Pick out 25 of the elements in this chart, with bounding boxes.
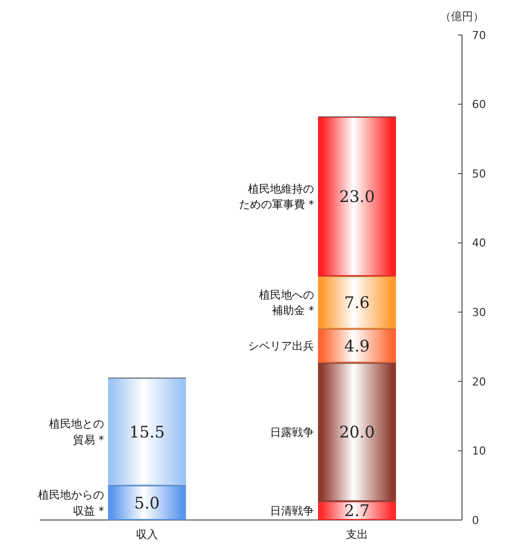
series-label: シベリア出兵 (248, 340, 314, 353)
data-label: 5.0 (134, 493, 160, 512)
series-label: 植民地からの収益 * (38, 488, 104, 518)
y-tick-label: 0 (472, 514, 479, 527)
series-label: 日清戦争 (270, 504, 314, 518)
data-label: 4.9 (344, 336, 370, 356)
series-label: 植民地維持のための軍事費 * (239, 182, 314, 212)
x-tick-label: 支出 (346, 528, 368, 541)
y-tick-label: 20 (472, 375, 486, 388)
y-tick-label: 10 (472, 444, 486, 458)
y-tick-label: 40 (472, 236, 486, 250)
x-tick-label: 収入 (136, 528, 158, 541)
y-axis-title: （億円） (440, 10, 484, 23)
data-label: 15.5 (129, 422, 165, 442)
series-label: 日露戦争 (270, 426, 314, 439)
data-label: 23.0 (339, 187, 375, 206)
y-tick-label: 70 (472, 28, 486, 42)
series-label: 植民地への補助金 * (259, 288, 314, 318)
y-tick-label: 60 (472, 98, 486, 112)
y-tick-label: 30 (472, 306, 486, 319)
data-label: 20.0 (339, 422, 375, 442)
data-label: 2.7 (344, 501, 370, 520)
series-label: 植民地との貿易 * (49, 418, 104, 446)
y-tick-label: 50 (472, 167, 486, 180)
data-label: 7.6 (344, 293, 370, 312)
